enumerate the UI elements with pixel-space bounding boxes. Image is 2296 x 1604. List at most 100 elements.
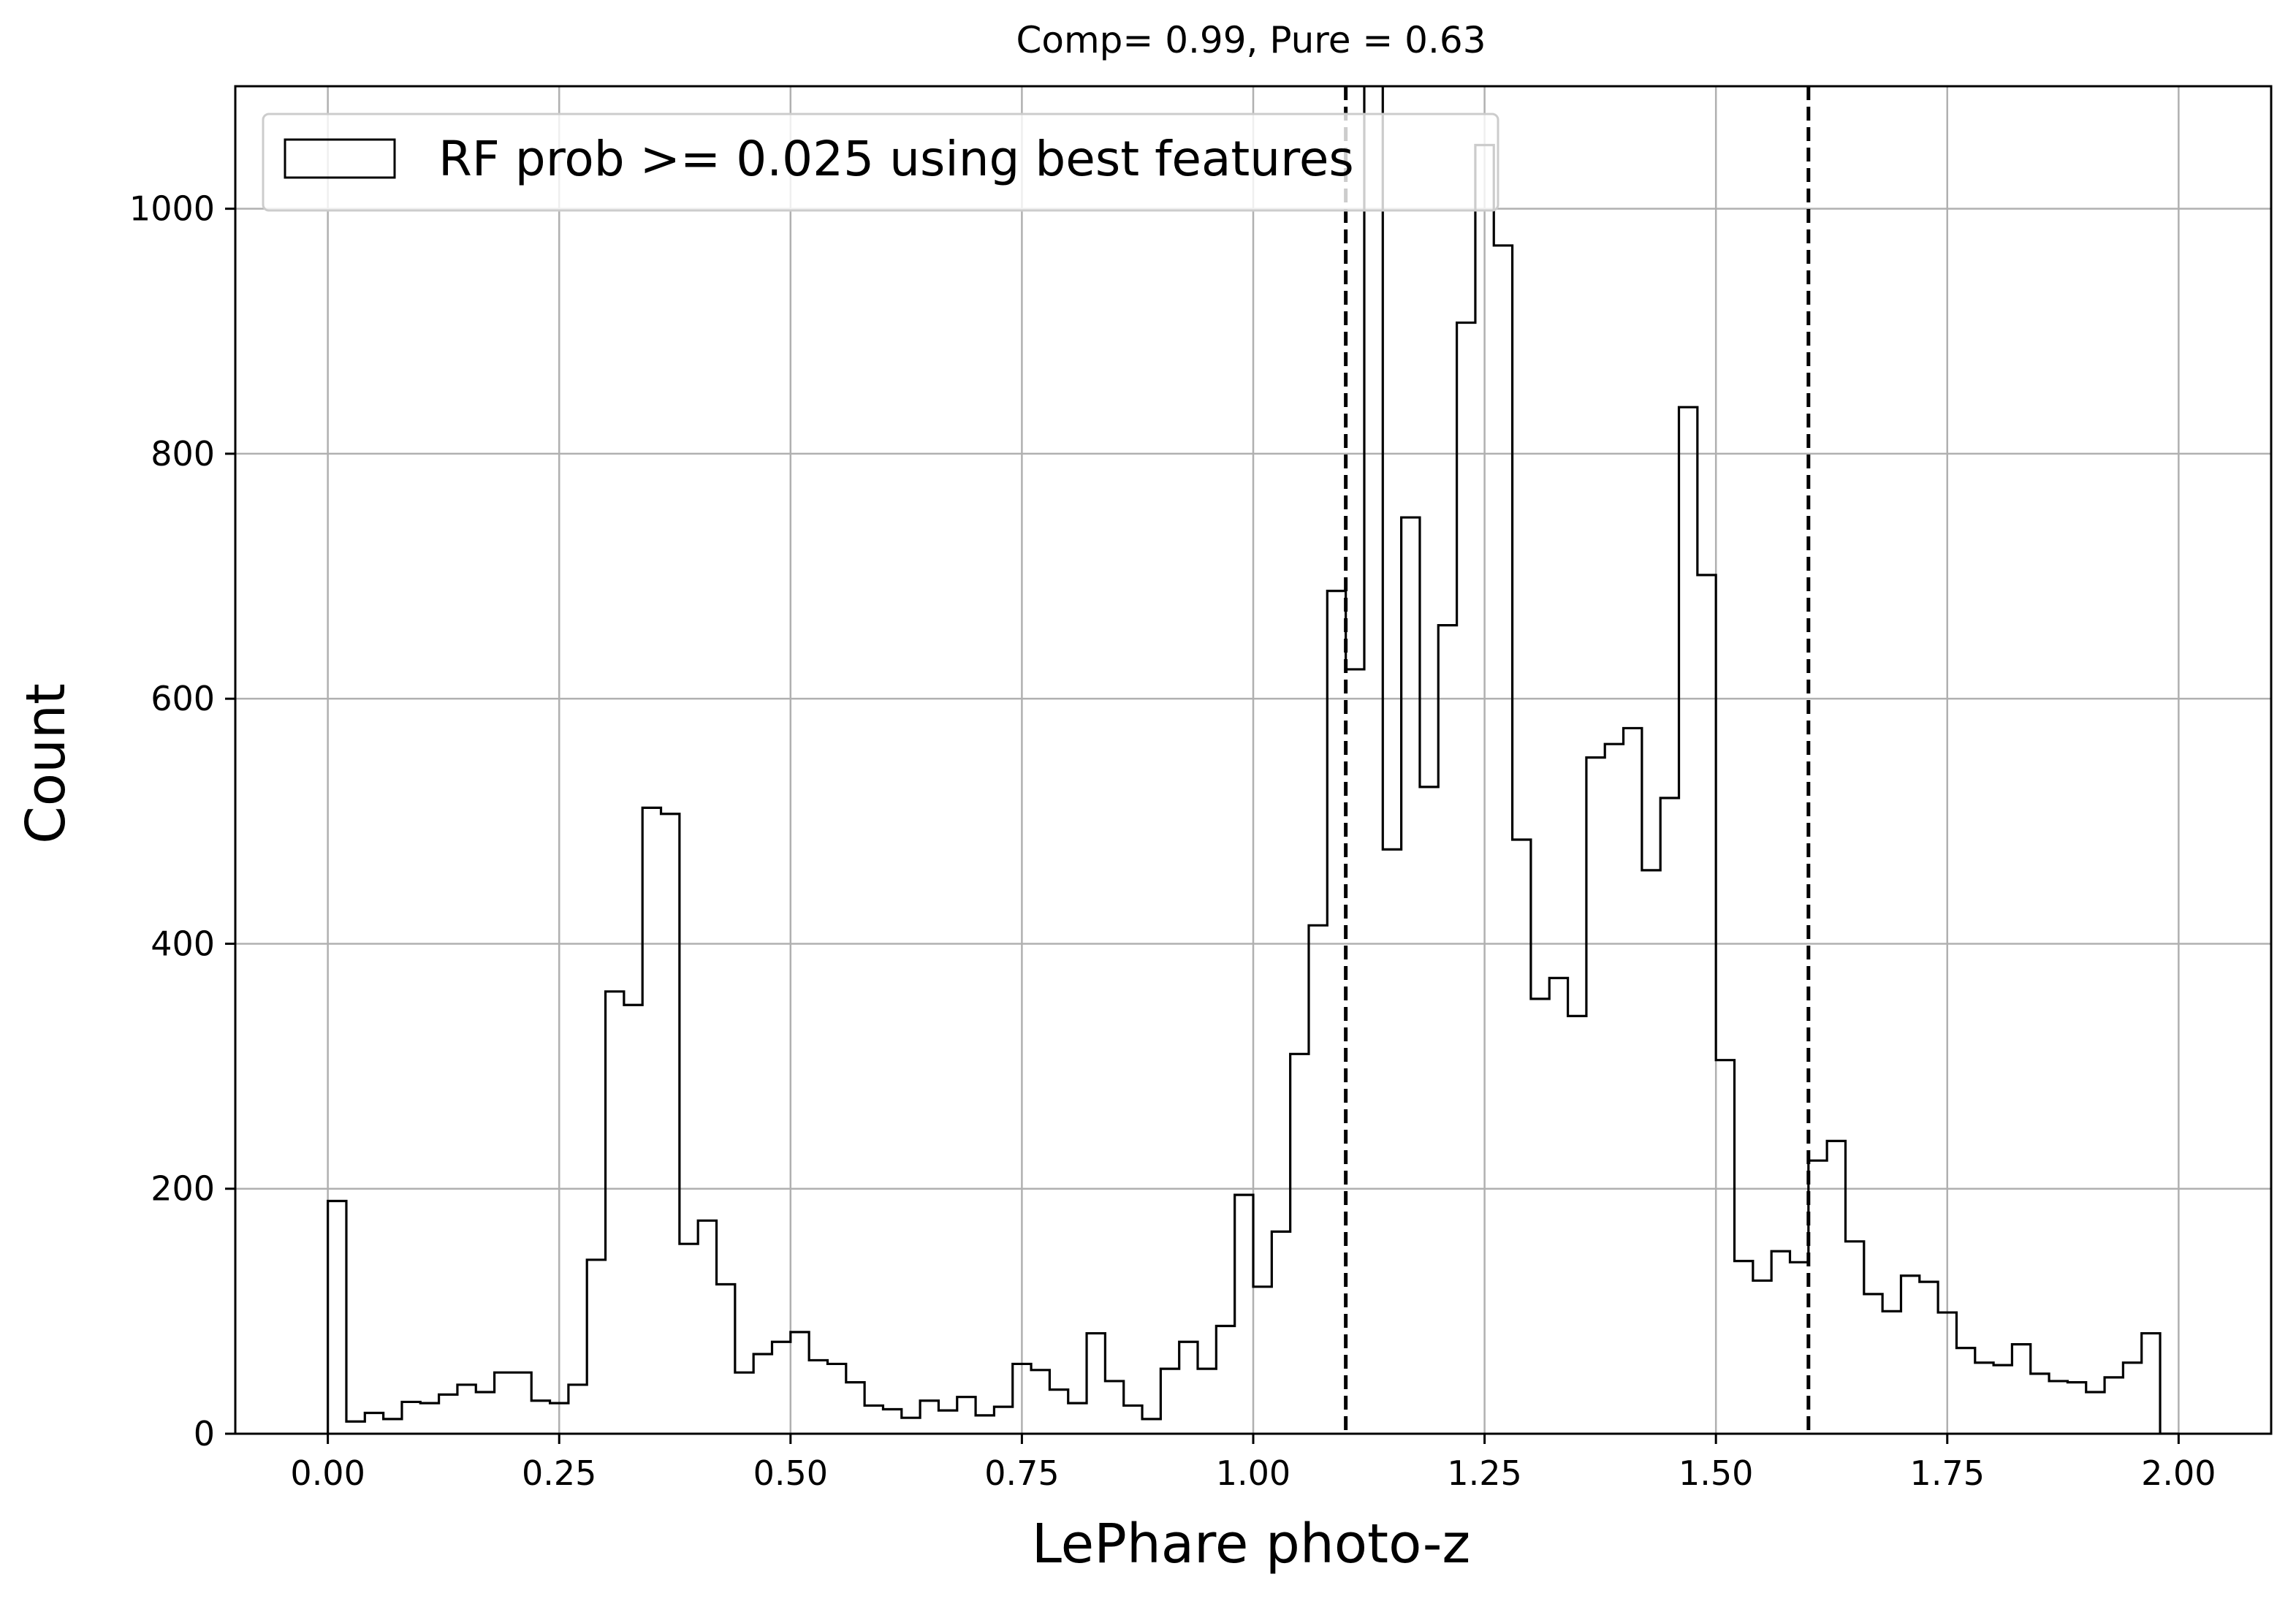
histogram-bin xyxy=(1402,517,1420,1434)
axis-ticks: 0.00 0.25 0.50 0.75 1.00 1.25 1.50 1.75 2.00 0 200… xyxy=(129,189,2216,1493)
histogram-bin xyxy=(864,1405,883,1434)
histogram-bin xyxy=(587,1260,605,1434)
legend-swatch xyxy=(284,138,396,179)
legend: RF prob >= 0.025 using best features xyxy=(262,113,1499,212)
histogram-bin xyxy=(1993,1365,2012,1434)
histogram-bin xyxy=(1790,1262,1808,1434)
histogram-bin xyxy=(1049,1390,1068,1434)
histogram-bin xyxy=(476,1392,494,1434)
histogram-bin xyxy=(1420,787,1438,1434)
histogram-bin xyxy=(827,1364,845,1434)
histogram-bin xyxy=(1364,86,1383,1434)
y-tick-label: 200 xyxy=(151,1169,215,1209)
histogram-bin xyxy=(346,1421,365,1434)
histogram-bin xyxy=(2142,1334,2160,1434)
histogram-bin xyxy=(791,1332,809,1434)
histogram-bin xyxy=(2086,1392,2105,1434)
y-tick-label: 400 xyxy=(151,924,215,963)
histogram-bin xyxy=(2123,1363,2141,1434)
histogram-bin xyxy=(1438,626,1456,1434)
histogram-bin xyxy=(1901,1276,1919,1434)
histogram-bin xyxy=(1864,1294,1882,1434)
histogram-bin xyxy=(1698,575,1716,1434)
histogram-bin xyxy=(328,1201,346,1434)
histogram-bin xyxy=(1216,1326,1234,1434)
histogram-bin xyxy=(1956,1348,1974,1434)
histogram-bin xyxy=(661,814,680,1434)
histogram-bin xyxy=(1198,1369,1216,1434)
histogram-bin xyxy=(2031,1374,2049,1434)
histogram-bin xyxy=(2012,1345,2030,1434)
histogram-bin xyxy=(2067,1383,2086,1434)
y-tick-label: 800 xyxy=(151,434,215,474)
histogram-bin xyxy=(606,992,624,1434)
x-tick-label: 1.00 xyxy=(1216,1453,1290,1493)
x-tick-label: 1.25 xyxy=(1447,1453,1521,1493)
histogram-bin xyxy=(994,1407,1012,1434)
histogram-bin xyxy=(420,1403,438,1434)
histogram-bin xyxy=(1327,591,1345,1434)
histogram-bin xyxy=(1068,1403,1087,1434)
histogram-bin xyxy=(624,1005,642,1434)
histogram-bin xyxy=(1642,870,1660,1434)
histogram-bin xyxy=(1494,246,1512,1434)
histogram-bin xyxy=(938,1410,957,1434)
histogram-bin xyxy=(1938,1312,1956,1434)
x-tick-label: 1.75 xyxy=(1910,1453,1985,1493)
legend-frame xyxy=(262,113,1499,212)
histogram-bin xyxy=(1457,323,1475,1434)
x-tick-label: 0.25 xyxy=(522,1453,596,1493)
histogram-bin xyxy=(1179,1342,1198,1434)
histogram-bin xyxy=(809,1360,827,1434)
histogram-bin xyxy=(384,1419,402,1434)
histogram-bin xyxy=(1253,1287,1271,1434)
x-tick-label: 1.50 xyxy=(1679,1453,1753,1493)
x-tick-label: 2.00 xyxy=(2141,1453,2216,1493)
histogram-bin xyxy=(1586,758,1605,1434)
histogram-bin xyxy=(457,1385,476,1434)
y-tick-label: 0 xyxy=(194,1414,215,1453)
histogram-bin xyxy=(1809,1160,1827,1434)
histogram-bin xyxy=(1346,669,1364,1434)
histogram-bin xyxy=(1660,798,1679,1434)
histogram-series xyxy=(327,86,2179,1434)
legend-label: RF prob >= 0.025 using best features xyxy=(438,131,1354,187)
histogram-bin xyxy=(1975,1363,1993,1434)
y-tick-label: 600 xyxy=(151,679,215,718)
histogram-bin xyxy=(1142,1419,1160,1434)
histogram-bin xyxy=(735,1372,753,1434)
histogram-bin xyxy=(2105,1377,2123,1434)
histogram-bin xyxy=(1549,978,1567,1434)
plot-frame xyxy=(234,85,2273,1435)
histogram-bin xyxy=(1271,1231,1290,1434)
histogram-bin xyxy=(1568,1016,1586,1434)
histogram-bin xyxy=(1624,728,1642,1434)
histogram-bin xyxy=(569,1385,587,1434)
x-tick-label: 0.00 xyxy=(290,1453,365,1493)
histogram-bin xyxy=(1531,999,1549,1434)
histogram-bin xyxy=(753,1354,772,1434)
histogram-bin xyxy=(1753,1280,1771,1434)
histogram-bin xyxy=(402,1402,420,1434)
histogram-bin xyxy=(1882,1311,1901,1434)
histogram-bin xyxy=(1771,1251,1790,1434)
histogram-bin xyxy=(698,1220,716,1434)
histogram-bin xyxy=(1290,1054,1309,1434)
histogram-step-line xyxy=(327,86,2179,1434)
histogram-bin xyxy=(1105,1381,1123,1434)
histogram-bin xyxy=(513,1372,531,1434)
histogram-bin xyxy=(957,1397,976,1434)
histogram-bin xyxy=(1513,840,1531,1434)
histogram-bin xyxy=(1827,1141,1845,1434)
histogram-bin xyxy=(1679,407,1698,1434)
histogram-bin xyxy=(846,1383,864,1434)
histogram-bin xyxy=(1735,1261,1753,1434)
histogram-bin xyxy=(717,1284,735,1434)
histogram-bin xyxy=(1031,1370,1049,1434)
histogram-bin xyxy=(1235,1195,1253,1434)
histogram-bin xyxy=(1475,145,1494,1434)
histogram-bin xyxy=(920,1401,938,1434)
histogram-bin xyxy=(550,1403,569,1434)
y-tick-label: 1000 xyxy=(129,189,215,229)
